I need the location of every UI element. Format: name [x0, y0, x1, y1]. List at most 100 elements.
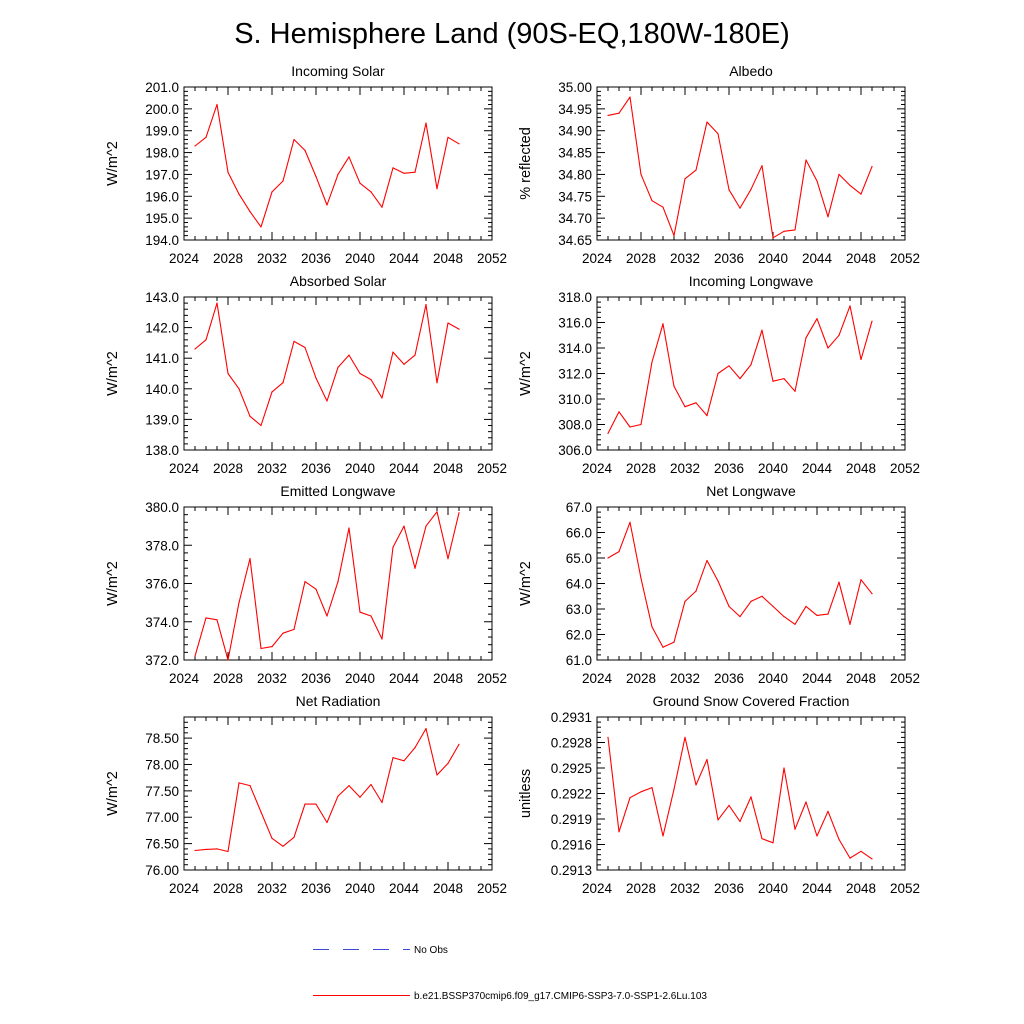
- y-tick-label: 195.0: [145, 211, 179, 226]
- data-point: [238, 193, 240, 195]
- data-point: [425, 525, 427, 527]
- data-point: [607, 432, 609, 434]
- data-point: [871, 858, 873, 860]
- y-axis-label: W/m^2: [105, 561, 121, 606]
- data-point: [271, 837, 273, 839]
- data-point: [739, 207, 741, 209]
- y-tick-label: 380.0: [145, 500, 179, 515]
- x-tick-label: 2036: [301, 881, 331, 896]
- data-point: [227, 659, 229, 661]
- data-point: [282, 845, 284, 847]
- panel-title: Incoming Solar: [291, 63, 385, 79]
- data-point: [827, 216, 829, 218]
- y-tick-label: 0.2922: [551, 787, 592, 802]
- panel-ground-snow-covered-fraction: Ground Snow Covered Fraction unitless 2024…: [518, 693, 920, 896]
- data-point: [447, 136, 449, 138]
- data-point: [860, 193, 862, 195]
- data-point: [816, 180, 818, 182]
- y-tick-label: 310.0: [558, 392, 592, 407]
- data-point: [447, 322, 449, 324]
- data-point: [871, 320, 873, 322]
- data-point: [673, 235, 675, 237]
- data-point: [871, 166, 873, 168]
- data-point: [860, 850, 862, 852]
- data-point: [607, 114, 609, 116]
- x-tick-label: 2032: [257, 881, 287, 896]
- y-tick-label: 316.0: [558, 316, 592, 331]
- y-axis-label: W/m^2: [105, 141, 121, 186]
- data-point: [370, 191, 372, 193]
- data-point: [794, 390, 796, 392]
- y-axis-label: % reflected: [518, 127, 534, 200]
- data-point: [618, 831, 620, 833]
- data-point: [662, 646, 664, 648]
- y-tick-label: 141.0: [145, 351, 179, 366]
- data-point: [783, 378, 785, 380]
- panel-emitted-longwave: Emitted Longwave W/m^2 2024 2028 2032 2036 204…: [105, 483, 507, 686]
- data-point: [370, 615, 372, 617]
- legend: No Obs b.e21.BSSP370cmip6.f09_g17.CMIP6-…: [313, 945, 707, 1002]
- x-tick-label: 2052: [477, 671, 507, 686]
- data-point: [728, 804, 730, 807]
- x-tick-label: 2028: [626, 671, 656, 686]
- data-point: [205, 617, 207, 619]
- data-point: [772, 237, 774, 239]
- data-point: [816, 835, 818, 837]
- y-tick-label: 194.0: [145, 233, 179, 248]
- data-point: [827, 347, 829, 349]
- panel-title: Absorbed Solar: [290, 273, 387, 289]
- data-point: [629, 521, 631, 523]
- y-tick-label: 34.95: [558, 102, 592, 117]
- data-point: [447, 558, 449, 560]
- x-tick-label: 2040: [345, 461, 375, 476]
- data-point: [436, 382, 438, 384]
- x-tick-label: 2024: [582, 671, 613, 686]
- data-point: [315, 377, 317, 379]
- data-point: [326, 204, 328, 206]
- x-tick-label: 2044: [802, 671, 833, 686]
- x-tick-label: 2048: [433, 251, 463, 266]
- data-point: [425, 728, 427, 730]
- plot-frame: [183, 86, 493, 241]
- data-point: [640, 173, 642, 175]
- data-point: [651, 361, 653, 363]
- data-point: [860, 358, 862, 361]
- y-tick-label: 78.50: [145, 731, 179, 746]
- series-line-net-radiation: [194, 728, 460, 853]
- x-tick-label: 2032: [257, 671, 287, 686]
- x-tick-label: 2032: [670, 251, 700, 266]
- data-point: [640, 577, 642, 580]
- x-tick-label: 2036: [714, 671, 744, 686]
- data-point: [238, 782, 240, 784]
- data-point: [838, 838, 840, 841]
- data-point: [761, 838, 763, 840]
- data-point: [216, 848, 218, 850]
- y-tick-label: 378.0: [145, 538, 179, 553]
- data-point: [458, 512, 460, 514]
- data-point: [403, 760, 405, 762]
- x-tick-label: 2032: [670, 881, 700, 896]
- panel-net-longwave: Net Longwave W/m^2 2024 2028 2032 2036 2040 204…: [518, 483, 920, 686]
- data-point: [706, 559, 708, 562]
- x-tick-label: 2028: [213, 251, 243, 266]
- y-tick-label: 76.00: [145, 863, 179, 878]
- data-point: [205, 339, 207, 341]
- data-point: [739, 616, 741, 618]
- data-point: [216, 619, 218, 621]
- y-axis-label: W/m^2: [518, 351, 534, 396]
- data-point: [662, 323, 664, 325]
- data-point: [695, 169, 697, 171]
- data-point: [640, 423, 642, 426]
- x-tick-label: 2024: [169, 461, 200, 476]
- x-tick-label: 2024: [169, 671, 200, 686]
- x-tick-label: 2040: [758, 881, 788, 896]
- x-tick-label: 2052: [890, 881, 920, 896]
- data-point: [629, 426, 631, 428]
- x-tick-label: 2036: [714, 461, 744, 476]
- x-tick-label: 2052: [890, 251, 920, 266]
- x-tick-label: 2036: [714, 251, 744, 266]
- data-point: [728, 365, 730, 367]
- data-point: [794, 229, 796, 231]
- series-line-incoming-solar: [194, 103, 460, 228]
